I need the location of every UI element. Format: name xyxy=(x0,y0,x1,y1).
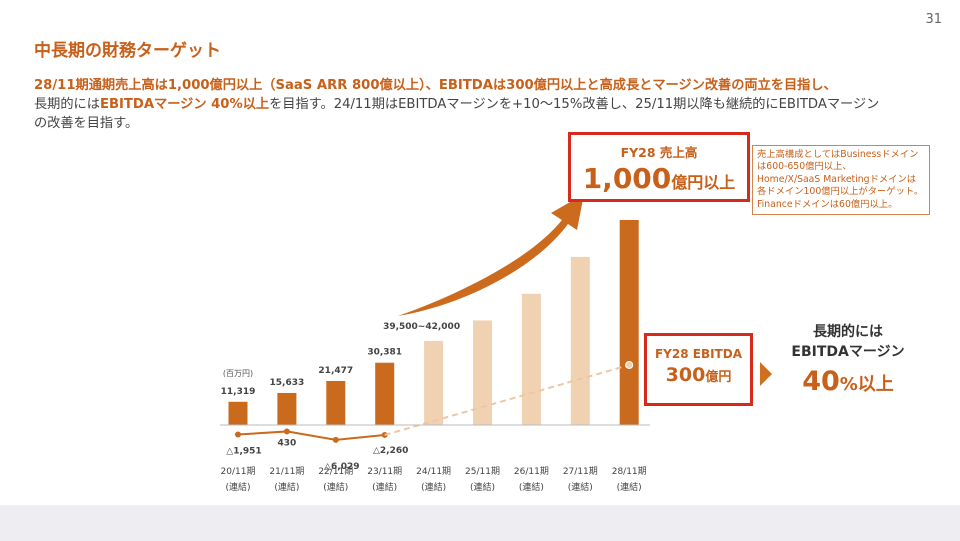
page-title: 中長期の財務ターゲット xyxy=(34,41,221,61)
x-tick-label: 24/11期 xyxy=(416,466,451,477)
bars-group xyxy=(228,220,639,425)
ebitda-data-label: △2,260 xyxy=(373,446,408,456)
fy28-ebitda-unit: 億円 xyxy=(705,370,732,385)
revenue-data-label: 39,500~42,000 xyxy=(383,322,460,332)
ebitda-target-point xyxy=(625,361,634,369)
fy28-ebitda-label: FY28 EBITDA xyxy=(654,347,742,361)
x-tick-sub-label: (連結) xyxy=(225,481,250,493)
ebitda-point xyxy=(283,428,290,435)
lead-line-2-highlight: EBITDAマージン 40%以上 xyxy=(99,97,270,112)
x-tick-sub-label: (連結) xyxy=(274,481,299,493)
ebitda-data-label: 430 xyxy=(278,438,297,448)
ebitda-group xyxy=(235,361,634,443)
x-tick-label: 20/11期 xyxy=(221,466,256,477)
x-tick-sub-label: (連結) xyxy=(323,481,348,493)
long-term-label-line-2: EBITDAマージン xyxy=(791,344,905,360)
fy28-revenue-unit: 億円以上 xyxy=(671,173,736,192)
unit-label: (百万円) xyxy=(223,369,253,378)
chevron-right-icon xyxy=(760,362,772,386)
ebitda-point xyxy=(332,436,339,443)
ebitda-data-label: △1,951 xyxy=(226,447,261,457)
lead-text: 28/11期通期売上高は1,000億円以上（SaaS ARR 800億以上）、E… xyxy=(34,76,934,133)
footer-band xyxy=(0,505,960,541)
revenue-data-label: 21,477 xyxy=(318,366,353,376)
lead-line-1: 28/11期通期売上高は1,000億円以上（SaaS ARR 800億以上）、E… xyxy=(34,78,837,93)
long-term-margin-value: 40%以上 xyxy=(786,366,910,397)
bar xyxy=(326,380,346,425)
x-tick-label: 26/11期 xyxy=(514,466,549,477)
x-tick-sub-label: (連結) xyxy=(568,481,593,493)
revenue-data-label: 30,381 xyxy=(367,348,402,358)
revenue-composition-note: 売上高構成としてはBusinessドメイン は600-650億円以上、 Home… xyxy=(752,145,930,215)
x-tick-label: 23/11期 xyxy=(367,466,402,477)
x-tick-label: 27/11期 xyxy=(563,466,598,477)
labels-group: 20/11期 (連結) 11,319 21/11期 (連結) 15,633 22/11期 (連… xyxy=(221,322,647,493)
fy28-revenue-target-box: FY28 売上高 1,000億円以上 xyxy=(568,132,750,202)
x-tick-sub-label: (連結) xyxy=(617,481,642,493)
x-tick-sub-label: (連結) xyxy=(519,481,544,493)
x-tick-label: 28/11期 xyxy=(612,466,647,477)
x-tick-sub-label: (連結) xyxy=(372,481,397,493)
ebitda-projection-line xyxy=(384,364,630,436)
x-tick-sub-label: (連結) xyxy=(470,481,495,493)
bar xyxy=(424,340,444,425)
fy28-revenue-number: 1,000 xyxy=(582,162,672,195)
fy28-ebitda-value: 300億円 xyxy=(647,364,750,386)
bar xyxy=(277,392,297,425)
bar xyxy=(570,256,590,425)
ebitda-point xyxy=(235,431,241,438)
x-tick-sub-label: (連結) xyxy=(421,481,446,493)
revenue-data-label: 15,633 xyxy=(270,378,305,388)
long-term-label-line-1: 長期的には xyxy=(813,324,883,340)
fy28-ebitda-target-box: FY28 EBITDA 300億円 xyxy=(644,333,753,406)
fy28-revenue-label: FY28 売上高 xyxy=(620,145,698,160)
lead-line-2-pre: 長期的には xyxy=(34,97,100,112)
revenue-ebitda-chart: 20/11期 (連結) 11,319 21/11期 (連結) 15,633 22/11期 (連… xyxy=(220,194,650,493)
ebitda-line xyxy=(237,430,385,441)
long-term-margin-number: 40 xyxy=(802,366,840,397)
bar xyxy=(228,401,248,425)
x-tick-label: 21/11期 xyxy=(269,466,304,477)
x-tick-label: 22/11期 xyxy=(318,466,353,477)
revenue-data-label: 11,319 xyxy=(221,387,256,397)
long-term-margin-unit: %以上 xyxy=(839,374,894,395)
note-line: は600-650億円以上、 xyxy=(757,161,852,173)
note-line: Home/X/SaaS Marketingドメインは xyxy=(757,173,917,185)
lead-line-2: 長期的にはEBITDAマージン 40%以上を目指す。24/11期はEBITDAマ… xyxy=(34,95,934,114)
note-line: Financeドメインは60億円以上。 xyxy=(757,198,898,210)
fy28-revenue-value: 1,000億円以上 xyxy=(571,162,747,195)
bar xyxy=(619,220,639,425)
lead-line-2-post: を目指す。24/11期はEBITDAマージンを+10～15%改善し、25/11期… xyxy=(269,97,880,112)
bar xyxy=(473,320,492,425)
bar xyxy=(521,293,541,425)
ebitda-data-label: △6,029 xyxy=(324,462,359,472)
long-term-label: 長期的には EBITDAマージン xyxy=(786,322,910,362)
note-line: 売上高構成としてはBusinessドメイン xyxy=(757,149,919,160)
growth-arrow xyxy=(398,194,584,316)
note-line: 各ドメイン100億円以上がターゲット。 xyxy=(757,186,924,198)
page-number: 31 xyxy=(925,12,942,27)
lead-line-3: の改善を目指す。 xyxy=(34,116,139,131)
bar xyxy=(375,362,395,425)
fy28-ebitda-number: 300 xyxy=(665,364,706,386)
x-tick-label: 25/11期 xyxy=(465,466,500,477)
